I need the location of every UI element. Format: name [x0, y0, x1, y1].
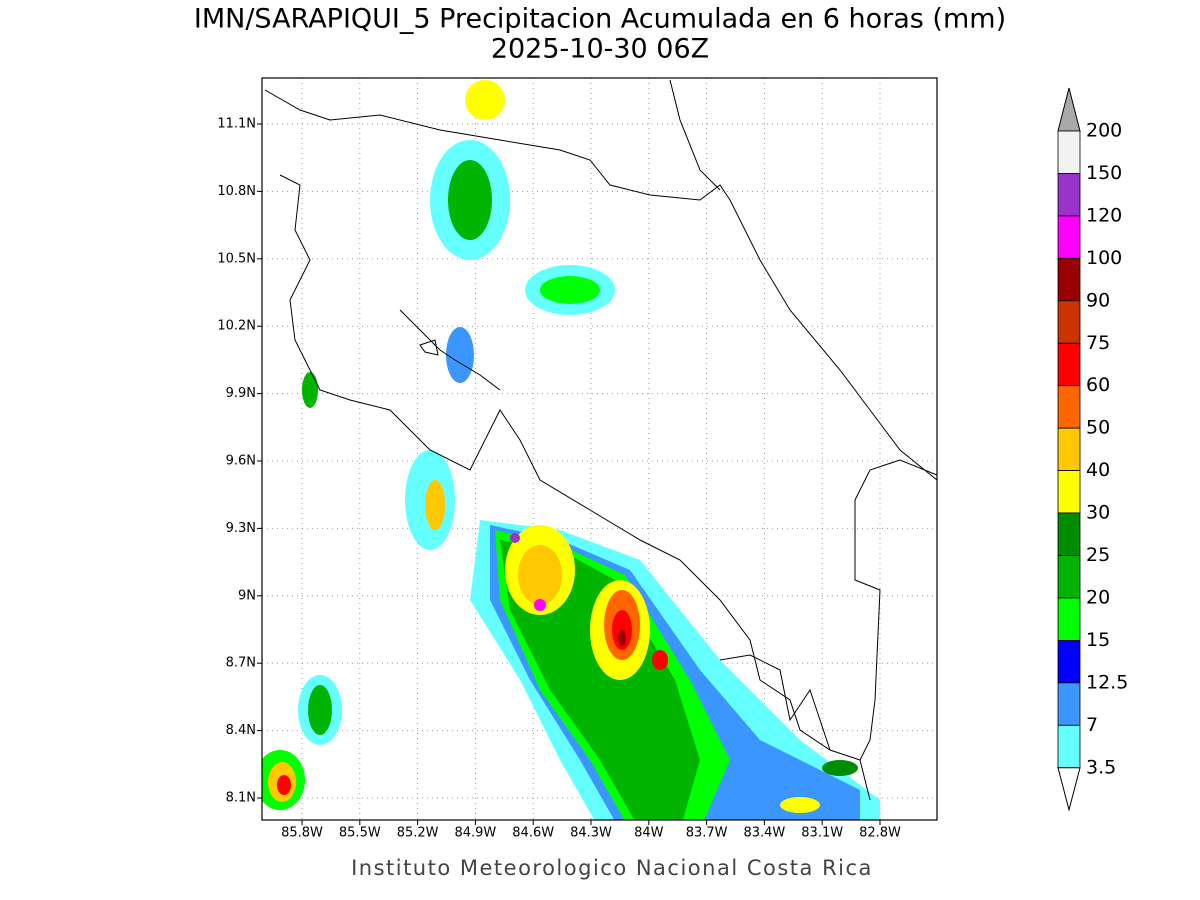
- lat-label: 10.8N: [217, 184, 256, 199]
- colorbar-label: 60: [1086, 374, 1110, 396]
- colorbar-label: 25: [1086, 544, 1110, 566]
- footer: Instituto Meteorologico Nacional Costa R…: [351, 856, 873, 880]
- lon-label: 85.5W: [339, 826, 381, 841]
- precipitation: [262, 80, 880, 820]
- lat-label: 8.7N: [226, 656, 256, 671]
- lat-label: 9.3N: [226, 521, 256, 536]
- colorbar-swatch: [1057, 300, 1081, 344]
- colorbar-label: 100: [1086, 247, 1122, 269]
- lat-label: 10.5N: [217, 251, 256, 266]
- colorbar-under: [1057, 767, 1081, 812]
- grid: [262, 78, 937, 820]
- colorbar-label: 120: [1086, 204, 1122, 226]
- lon-label: 83.4W: [743, 826, 785, 841]
- colorbar-label: 12.5: [1086, 671, 1128, 693]
- colorbar-label: 75: [1086, 332, 1110, 354]
- colorbar-swatch: [1057, 342, 1081, 387]
- lat-label: 8.4N: [226, 723, 256, 738]
- colorbar-label: 200: [1086, 120, 1122, 142]
- colorbar-swatch: [1057, 470, 1081, 514]
- lon-label: 83.1W: [801, 826, 843, 841]
- title: IMN/SARAPIQUI_5 Precipitacion Acumulada …: [194, 4, 1006, 35]
- lon-label: 84W: [634, 826, 664, 841]
- colorbar-over: [1057, 87, 1081, 132]
- lon-label: 84.3W: [570, 826, 612, 841]
- colorbar-swatch: [1057, 427, 1081, 471]
- lat-label: 9.6N: [226, 454, 256, 469]
- lon-label: 82.8W: [859, 826, 901, 841]
- colorbar-swatch: [1057, 512, 1081, 556]
- colorbar-swatch: [1057, 215, 1081, 259]
- colorbar-label: 7: [1086, 714, 1098, 736]
- lon-label: 84.6W: [512, 826, 554, 841]
- colorbar-label: 3.5: [1086, 756, 1116, 778]
- colorbar-label: 90: [1086, 289, 1110, 311]
- map-frame: [261, 77, 938, 821]
- lon-label: 84.9W: [454, 826, 496, 841]
- lat-label: 9N: [238, 588, 256, 603]
- lat-label: 9.9N: [226, 386, 256, 401]
- colorbar-label: 50: [1086, 417, 1110, 439]
- colorbar-label: 150: [1086, 162, 1122, 184]
- colorbar-label: 30: [1086, 502, 1110, 524]
- lat-label: 11.1N: [217, 117, 256, 132]
- colorbar-swatch: [1057, 130, 1081, 174]
- colorbar-swatch: [1057, 724, 1081, 769]
- lon-label: 85.2W: [397, 826, 439, 841]
- colorbar-swatch: [1057, 257, 1081, 302]
- colorbar-swatch: [1057, 640, 1081, 684]
- colorbar-label: 20: [1086, 586, 1110, 608]
- colorbar-label: 40: [1086, 459, 1110, 481]
- colorbar-swatch: [1057, 555, 1081, 599]
- colorbar: 200 150 120 100 90 75 60 50 40 30 25 20 15 12.5 7 3.5: [1057, 87, 1128, 812]
- lat-label: 8.1N: [226, 791, 256, 806]
- lat-label: 10.2N: [217, 319, 256, 334]
- lon-label: 85.8W: [281, 826, 323, 841]
- colorbar-swatch: [1057, 597, 1081, 641]
- coastline: [264, 79, 937, 801]
- colorbar-swatch: [1057, 385, 1081, 429]
- subtitle: 2025-10-30 06Z: [491, 34, 709, 65]
- map: [262, 78, 937, 820]
- lon-label: 83.7W: [686, 826, 728, 841]
- colorbar-swatch: [1057, 682, 1081, 726]
- colorbar-swatch: [1057, 173, 1081, 217]
- colorbar-label: 15: [1086, 629, 1110, 651]
